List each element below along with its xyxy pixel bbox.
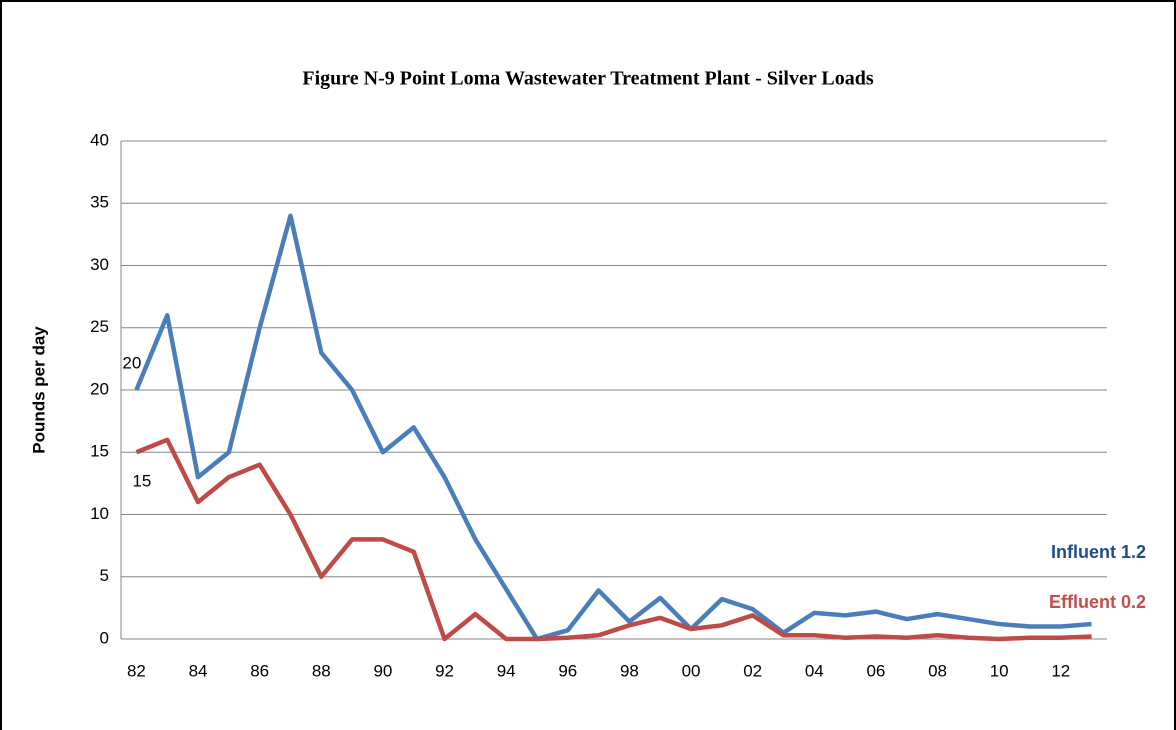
x-tick-label: 84: [189, 661, 208, 680]
x-tick-label: 92: [435, 661, 454, 680]
line-series: [134, 213, 1092, 642]
x-tick-label: 96: [558, 661, 577, 680]
x-tick-label: 06: [866, 661, 885, 680]
x-tick-label: 04: [805, 661, 824, 680]
annotation: Effluent 0.2: [1049, 592, 1146, 612]
x-tick-label: 98: [620, 661, 639, 680]
x-tick-label: 08: [928, 661, 947, 680]
x-tick-label: 88: [312, 661, 331, 680]
y-axis-label: Pounds per day: [29, 326, 48, 454]
x-tick-label: 94: [497, 661, 516, 680]
y-tick-label: 20: [90, 379, 109, 398]
x-tick-label: 86: [250, 661, 269, 680]
x-tick-label: 12: [1051, 661, 1070, 680]
y-tick-label: 40: [90, 130, 109, 149]
x-tick-label: 82: [127, 661, 146, 680]
x-tick-label: 00: [682, 661, 701, 680]
y-tick-label: 35: [90, 193, 109, 212]
y-tick-label: 25: [90, 317, 109, 336]
y-tick-label: 0: [100, 628, 109, 647]
x-tick-label: 02: [743, 661, 762, 680]
x-tick-label: 10: [990, 661, 1009, 680]
y-tick-label: 30: [90, 255, 109, 274]
x-tick-label: 90: [373, 661, 392, 680]
line-series: [135, 437, 1092, 642]
y-tick-label: 5: [100, 566, 109, 585]
y-tick-label: 10: [90, 504, 109, 523]
data-label: 20: [122, 353, 141, 372]
data-label: 15: [132, 472, 151, 491]
y-tick-label: 15: [90, 442, 109, 461]
annotation: Influent 1.2: [1051, 542, 1146, 562]
chart-title: Figure N-9 Point Loma Wastewater Treatme…: [302, 68, 873, 90]
